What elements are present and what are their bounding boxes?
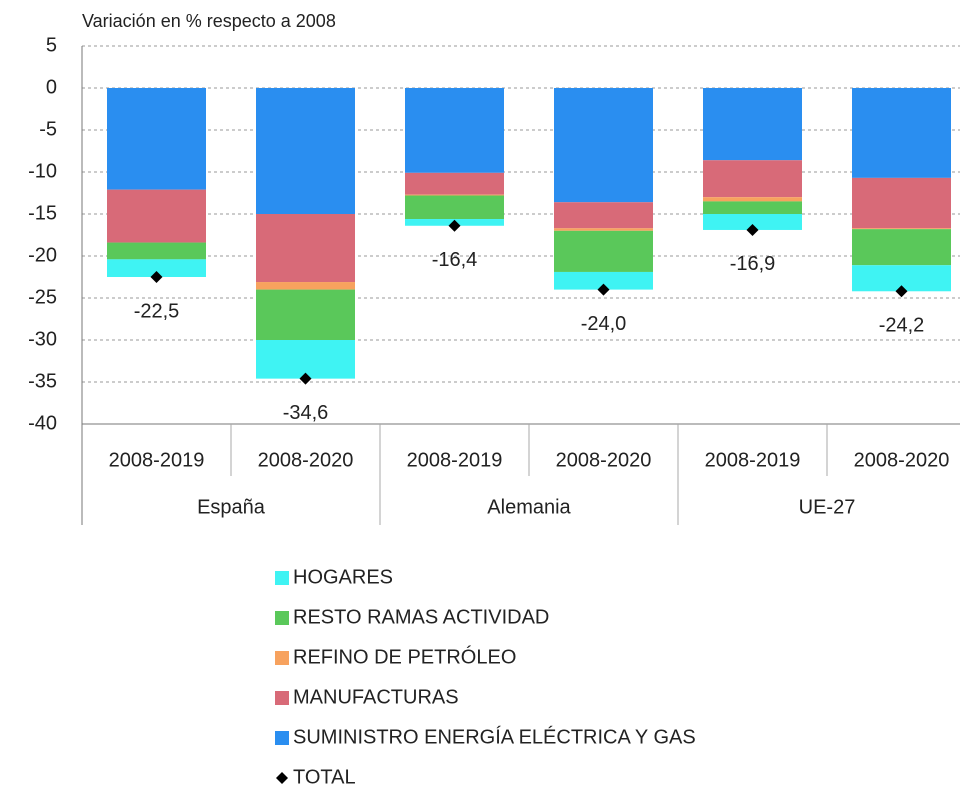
legend-swatch — [275, 611, 289, 625]
legend-label: REFINO DE PETRÓLEO — [293, 645, 516, 668]
bar-segment — [703, 197, 802, 202]
y-tick-label: -5 — [39, 118, 57, 140]
total-marker — [895, 285, 908, 298]
legend-label: HOGARES — [293, 566, 393, 588]
legend-label: MANUFACTURAS — [293, 686, 459, 708]
x-tick-label: 2008-2019 — [109, 449, 205, 471]
group-label: UE-27 — [799, 496, 856, 518]
y-tick-label: 5 — [46, 34, 57, 56]
bar-segment — [256, 282, 355, 290]
data-label: -34,6 — [283, 402, 329, 424]
legend-label: TOTAL — [293, 766, 356, 788]
x-tick-label: 2008-2020 — [258, 449, 354, 471]
bar-segment — [554, 230, 653, 272]
legend-swatch — [275, 571, 289, 585]
data-label: -16,9 — [730, 253, 776, 275]
x-tick-label: 2008-2020 — [556, 449, 652, 471]
bar-segment — [107, 88, 206, 190]
legend-swatch — [275, 691, 289, 705]
data-label: -16,4 — [432, 249, 478, 271]
bar-segment — [852, 177, 951, 229]
y-tick-label: -40 — [28, 412, 57, 434]
bar-segment — [703, 88, 802, 161]
y-tick-label: -10 — [28, 160, 57, 182]
total-marker — [746, 223, 759, 236]
bar-segment — [554, 228, 653, 231]
bar-segment — [256, 340, 355, 379]
legend-marker — [276, 772, 288, 784]
bar-segment — [405, 194, 504, 196]
bar-segment — [554, 202, 653, 229]
total-marker — [299, 372, 312, 385]
y-tick-label: -35 — [28, 370, 57, 392]
bar-segment — [107, 189, 206, 243]
total-marker — [150, 271, 163, 283]
total-marker — [597, 283, 610, 296]
bar-segment — [703, 160, 802, 198]
bar-segment — [405, 88, 504, 173]
y-tick-label: -25 — [28, 286, 57, 308]
group-label: España — [197, 496, 266, 518]
group-label: Alemania — [487, 496, 571, 518]
y-tick-label: -30 — [28, 328, 57, 350]
total-marker — [448, 219, 461, 232]
bar-segment — [852, 229, 951, 266]
bar-segment — [256, 88, 355, 214]
legend-label: RESTO RAMAS ACTIVIDAD — [293, 606, 549, 628]
bar-segment — [107, 259, 206, 277]
legend-swatch — [275, 651, 289, 665]
x-tick-label: 2008-2020 — [854, 449, 950, 471]
bar-segment — [554, 271, 653, 290]
bar-segment — [852, 88, 951, 178]
x-tick-label: 2008-2019 — [705, 449, 801, 471]
legend-label: SUMINISTRO ENERGÍA ELÉCTRICA Y GAS — [293, 725, 696, 748]
legend-swatch — [275, 731, 289, 745]
data-label: -24,0 — [581, 313, 627, 335]
bar-segment — [703, 214, 802, 230]
y-tick-label: 0 — [46, 76, 57, 98]
x-tick-label: 2008-2019 — [407, 449, 503, 471]
data-label: -24,2 — [879, 315, 925, 337]
bar-segment — [852, 228, 951, 230]
bar-segment — [256, 214, 355, 283]
bar-segment — [107, 242, 206, 260]
y-tick-label: -15 — [28, 202, 57, 224]
bar-segment — [703, 201, 802, 214]
bar-segment — [256, 289, 355, 340]
chart-title: Variación en % respecto a 2008 — [82, 11, 336, 31]
bar-segment — [405, 172, 504, 195]
data-label: -22,5 — [134, 300, 180, 322]
bar-segment — [405, 195, 504, 220]
bar-segment — [554, 88, 653, 203]
y-tick-label: -20 — [28, 244, 57, 266]
